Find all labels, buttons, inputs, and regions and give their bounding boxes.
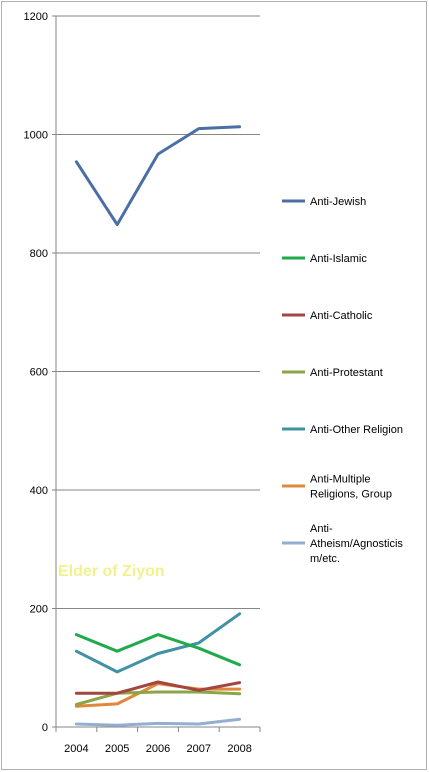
series-line-anti-jewish xyxy=(74,125,242,227)
y-tick-label: 1200 xyxy=(24,11,48,23)
series-line-anti-islamic xyxy=(74,633,242,667)
legend-label: Anti-Other Religion xyxy=(310,424,403,436)
x-tick-label: 2004 xyxy=(64,743,88,755)
x-tick-label: 2007 xyxy=(187,743,211,755)
series-line-anti-protestant xyxy=(74,690,242,706)
watermark-text: Elder of Ziyon xyxy=(58,563,165,580)
legend-label: Anti-Protestant xyxy=(310,367,383,379)
legend-label: Anti- xyxy=(310,523,333,535)
legend-label: Anti-Multiple xyxy=(310,474,371,486)
legend-label: Anti-Islamic xyxy=(310,253,367,265)
gridlines xyxy=(56,15,260,609)
series-line-anti-other-religion xyxy=(74,612,242,674)
series-line-anti-catholic xyxy=(74,680,242,695)
y-tick-label: 200 xyxy=(30,604,48,616)
y-tick-label: 0 xyxy=(42,722,48,734)
x-tick-label: 2008 xyxy=(227,743,251,755)
legend-item: Anti-Islamic xyxy=(282,253,367,265)
y-tick-label: 1000 xyxy=(24,130,48,142)
legend: Anti-Jewish Anti-Islamic Anti-Catholic Anti… xyxy=(282,196,403,565)
legend-item: Anti-Catholic xyxy=(282,310,373,322)
y-tick-label: 800 xyxy=(30,248,48,260)
x-tick-label: 2005 xyxy=(105,743,129,755)
series-lines xyxy=(74,125,242,727)
legend-label: Anti-Catholic xyxy=(310,310,373,322)
legend-label: Anti-Jewish xyxy=(310,196,366,208)
y-tick-label: 400 xyxy=(30,485,48,497)
legend-label: Religions, Group xyxy=(310,489,392,501)
x-tick-label: 2006 xyxy=(146,743,170,755)
legend-label: Atheism/Agnosticis xyxy=(310,538,403,550)
legend-item: Anti-Multiple Religions, Group xyxy=(282,474,392,501)
legend-item: Anti-Jewish xyxy=(282,196,366,208)
legend-item: Anti- Atheism/Agnosticis m/etc. xyxy=(282,523,403,565)
legend-label: m/etc. xyxy=(310,553,340,565)
y-tick-label: 600 xyxy=(30,367,48,379)
series-line-anti-atheism-agnosticism-etc xyxy=(74,717,242,727)
axes: 0 200 400 600 800 1000 1200 2004 2005 2006 2007 200… xyxy=(24,11,261,755)
legend-item: Anti-Other Religion xyxy=(282,424,403,436)
legend-item: Anti-Protestant xyxy=(282,367,383,379)
